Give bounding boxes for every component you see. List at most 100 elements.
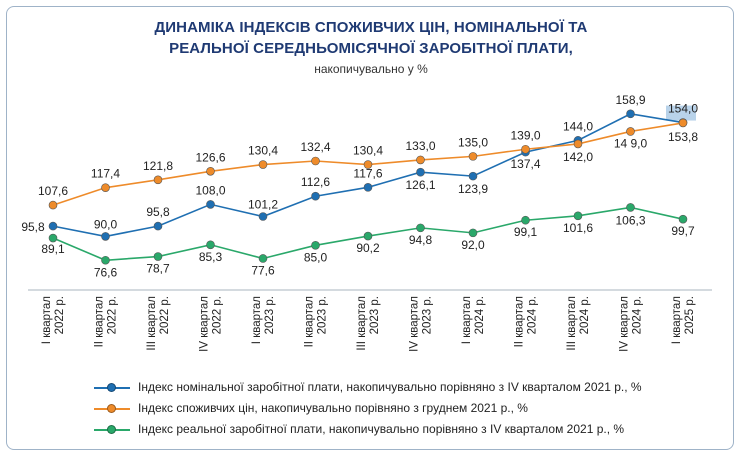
x-tick-label-line: 2025 р.: [684, 296, 696, 334]
x-tick-label-line: 2023 р.: [422, 296, 434, 334]
series-1-data-label: 133,0: [405, 139, 435, 153]
x-tick-label-line: III квартал: [566, 296, 578, 351]
series-2-point: [626, 203, 635, 212]
x-tick-label: III квартал2023 р.: [356, 296, 381, 351]
legend-swatch-marker: [107, 383, 116, 392]
chart-title-line-1: ДИНАМІКА ІНДЕКСІВ СПОЖИВЧИХ ЦІН, НОМІНАЛ…: [154, 19, 588, 36]
series-1-data-label: 130,4: [353, 144, 383, 158]
series-1-point: [206, 167, 215, 176]
series-0-data-label: 95,8: [146, 205, 170, 219]
chart-frame: [6, 6, 734, 450]
series-2-point: [206, 240, 215, 250]
series-2-data-label: 92,0: [461, 238, 485, 252]
series-1-data-label: 139,0: [510, 128, 540, 142]
series-1-point: [258, 160, 268, 169]
x-tick-label-line: 2022 р.: [107, 296, 119, 334]
series-1-point: [468, 152, 478, 161]
series-2-data-label: 94,8: [409, 233, 433, 247]
series-2-data-label: 106,3: [615, 213, 645, 227]
legend-label: Індекс номінальної заробітної плати, нак…: [138, 380, 642, 394]
series-0-point: [416, 167, 425, 177]
series-2-data-label: 101,6: [563, 221, 593, 235]
x-tick-label: I квартал2024 р.: [461, 296, 486, 344]
x-tick-label: II квартал2024 р.: [514, 296, 539, 347]
x-tick-label: II квартал2023 р.: [304, 296, 329, 347]
series-0-data-label: 90,0: [94, 217, 118, 231]
series-1-point: [311, 156, 320, 166]
series-2-point: [311, 241, 320, 250]
series-0-data-label: 101,2: [248, 197, 278, 211]
series-1-data-label: 135,0: [458, 135, 488, 149]
legend-swatch-marker: [107, 404, 116, 413]
series-1-point: [416, 155, 425, 165]
series-1-data-label: 117,4: [91, 167, 120, 181]
series-0-data-label: 137,4: [510, 157, 540, 171]
series-0-point: [206, 200, 215, 209]
legend-swatch-marker: [107, 425, 116, 434]
x-tick-label-line: 2023 р.: [264, 296, 276, 334]
x-tick-label-line: III квартал: [356, 296, 368, 351]
x-tick-label-line: IV квартал: [619, 296, 631, 352]
x-tick-label-line: 2023 р.: [317, 296, 329, 334]
series-2-point: [101, 255, 110, 265]
x-tick-label-line: IV квартал: [409, 296, 421, 352]
series-0-data-label: 108,0: [195, 183, 225, 197]
series-0-data-label: 117,6: [353, 166, 382, 180]
x-tick-label-line: III квартал: [146, 296, 158, 351]
series-2-data-label: 78,7: [146, 262, 170, 276]
series-2-data-label: 89,1: [41, 242, 65, 256]
series-1-data-label: 107,6: [38, 184, 68, 198]
x-tick-label-line: II квартал: [94, 296, 106, 347]
x-tick-label-line: 2024 р.: [527, 296, 539, 334]
x-tick-label-line: 2022 р.: [212, 296, 224, 334]
series-1-data-label: 126,6: [195, 150, 225, 164]
series-2-data-label: 99,1: [514, 225, 538, 239]
series-0-point: [101, 232, 110, 241]
x-tick-label: IV квартал2024 р.: [619, 296, 644, 352]
series-1-point: [573, 139, 583, 149]
series-0-data-label: 154,0: [668, 102, 698, 116]
series-0-point: [48, 221, 58, 231]
series-0-point: [363, 183, 373, 192]
x-tick-label-line: 2022 р.: [159, 296, 171, 334]
series-0-point: [468, 171, 478, 181]
series-2-data-label: 77,6: [251, 263, 275, 277]
series-0-point: [258, 212, 268, 221]
x-tick-label-line: 2024 р.: [579, 296, 591, 334]
x-tick-label: II квартал2022 р.: [94, 296, 119, 347]
series-0-point: [311, 191, 320, 201]
x-tick-label: IV квартал2023 р.: [409, 296, 434, 352]
series-0-data-label: 158,9: [615, 93, 645, 107]
series-2-point: [258, 254, 268, 263]
series-1-data-label: 130,4: [248, 144, 278, 158]
x-tick-label: I квартал2025 р.: [671, 296, 696, 344]
series-1-point: [48, 200, 58, 210]
x-tick-label-line: II квартал: [514, 296, 526, 347]
series-0-point: [626, 109, 635, 119]
series-1-data-label: 132,4: [300, 140, 330, 154]
series-1-data-label: 121,8: [143, 159, 173, 173]
series-2-point: [678, 214, 688, 224]
x-tick-label-line: IV квартал: [199, 296, 211, 352]
x-tick-label-line: 2024 р.: [632, 296, 644, 334]
series-2-point: [573, 211, 583, 221]
series-2-data-label: 99,7: [671, 224, 695, 238]
x-tick-label-line: I квартал: [41, 296, 53, 344]
x-tick-label-line: II квартал: [304, 296, 316, 347]
series-0-data-label: 126,1: [405, 178, 435, 192]
series-2-data-label: 85,0: [304, 250, 328, 264]
x-tick-label-line: 2022 р.: [54, 296, 66, 334]
legend-label: Індекс реальної заробітної плати, накопи…: [138, 422, 625, 436]
series-2-point: [416, 223, 425, 233]
x-tick-label-line: I квартал: [251, 296, 263, 344]
legend-label: Індекс споживчих цін, накопичувально пор…: [138, 401, 528, 415]
series-1-point: [626, 127, 635, 136]
x-tick-label: III квартал2024 р.: [566, 296, 591, 351]
x-tick-label-line: 2024 р.: [474, 296, 486, 334]
series-2-point: [521, 215, 530, 225]
series-0-point: [153, 221, 163, 231]
series-2-point: [363, 231, 373, 241]
x-tick-label: III квартал2022 р.: [146, 296, 171, 351]
chart-title-line-2: РЕАЛЬНОЇ СЕРЕДНЬОМІСЯЧНОЇ ЗАРОБІТНОЇ ПЛА…: [169, 40, 573, 57]
